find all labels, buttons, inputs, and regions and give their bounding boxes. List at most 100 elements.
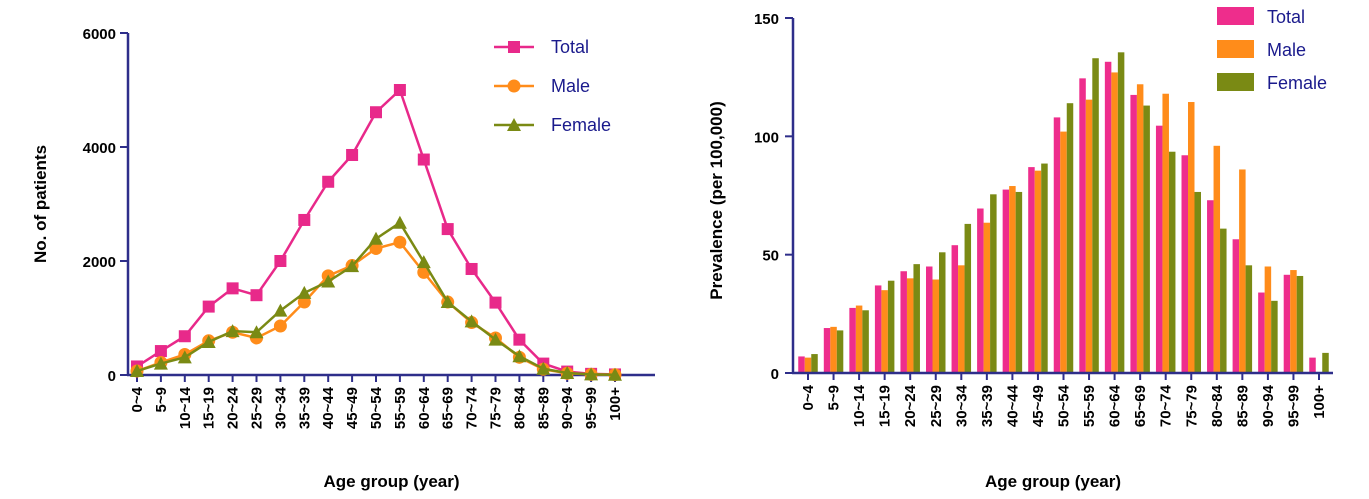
bar	[900, 271, 907, 373]
data-point	[369, 241, 383, 255]
legend-marker	[507, 79, 521, 93]
legend-item: Total	[1217, 7, 1305, 27]
bar	[932, 279, 939, 373]
x-tick-label: 60~64	[1107, 384, 1124, 427]
legend-swatch	[1217, 40, 1254, 58]
bar-chart-prevalence: 0 50 100 150 0~4 5~9 10~14 15~19 20~24 25~29 30~34…	[707, 7, 1333, 491]
x-axis-title: Age group (year)	[323, 472, 459, 491]
data-point	[417, 153, 430, 166]
bar	[804, 357, 812, 373]
x-tick-label: 35~39	[979, 385, 996, 427]
bar	[983, 222, 991, 373]
bar	[849, 307, 856, 373]
bar	[939, 252, 946, 373]
bar	[881, 290, 888, 373]
bar	[1053, 117, 1061, 374]
legend-item: Male	[494, 76, 590, 96]
bar	[1271, 300, 1278, 373]
data-point	[393, 84, 406, 96]
y-tick-label: 6000	[83, 26, 116, 43]
x-tick-label: 75~79	[488, 387, 505, 429]
bar	[926, 266, 933, 373]
data-point	[274, 255, 287, 267]
x-tick-label: 25~29	[928, 385, 945, 427]
legend-marker	[507, 118, 521, 131]
x-tick-label: 60~64	[416, 386, 433, 429]
bar	[1060, 131, 1067, 373]
x-tick-label: 20~24	[902, 384, 919, 427]
data-point	[298, 213, 311, 226]
legend-item: Female	[494, 115, 611, 135]
x-tick-label: 65~69	[1132, 385, 1149, 427]
line-chart-patients: 0 2000 4000 6000 0~4 5~9 10~14 15~19 20~24 25~29 3…	[31, 26, 655, 491]
y-tick-label: 4000	[83, 140, 116, 157]
data-point	[536, 361, 551, 375]
x-tick-label: 30~34	[953, 384, 970, 427]
data-point	[464, 314, 479, 328]
data-point	[273, 303, 288, 317]
data-point	[153, 356, 168, 370]
bar	[1111, 72, 1118, 373]
legend-swatch	[1217, 7, 1254, 25]
x-tick-label: 25~29	[249, 387, 266, 429]
legend-label: Female	[551, 115, 611, 135]
x-tick-label: 55~59	[1081, 385, 1098, 427]
bar	[1015, 191, 1023, 373]
x-tick-label: 40~44	[1004, 384, 1021, 427]
data-point	[560, 366, 575, 380]
bar	[1296, 275, 1304, 373]
y-axis-title: Prevalence (per 100,000)	[707, 101, 726, 299]
data-point	[297, 285, 312, 299]
x-tick-label: 5~9	[826, 385, 843, 410]
y-tick-label: 50	[762, 248, 779, 265]
bar	[990, 194, 997, 373]
bar	[913, 264, 920, 373]
series-female	[811, 52, 1329, 374]
x-tick-label: 65~69	[440, 387, 457, 429]
x-tick-label: 50~54	[368, 386, 385, 429]
bar	[1085, 99, 1093, 374]
data-point	[512, 349, 527, 363]
bar	[1258, 292, 1265, 373]
x-tick-label: 20~24	[225, 386, 242, 429]
x-tick-label: 100+	[1311, 385, 1328, 419]
x-tick-label: 45~49	[1030, 385, 1047, 427]
x-tick-label: 100+	[607, 387, 624, 421]
x-tick-label: 75~79	[1183, 385, 1200, 427]
bar	[1309, 357, 1316, 373]
data-point	[608, 367, 622, 381]
data-point	[584, 367, 599, 381]
x-tick-label: 90~94	[559, 386, 576, 429]
x-tick-label: 40~44	[320, 386, 337, 429]
data-point	[177, 350, 192, 364]
y-tick-label: 0	[771, 366, 779, 383]
bar	[1239, 169, 1246, 373]
x-tick-label: 5~9	[153, 387, 170, 412]
bar	[1066, 103, 1074, 373]
legend-item: Male	[1217, 40, 1306, 60]
data-point	[273, 319, 287, 333]
data-point	[202, 300, 215, 313]
bar	[1232, 239, 1240, 373]
bar	[1194, 191, 1201, 373]
bar	[855, 305, 863, 373]
data-point	[416, 255, 431, 269]
data-point	[513, 333, 526, 346]
bar	[836, 330, 844, 373]
y-tick-label: 150	[754, 11, 779, 28]
data-point	[130, 364, 144, 378]
bar	[1034, 170, 1042, 373]
data-point	[250, 289, 263, 302]
data-point	[488, 332, 503, 346]
x-tick-label: 80~84	[511, 386, 528, 429]
series-total	[798, 61, 1316, 374]
x-tick-label: 0~4	[129, 386, 146, 412]
x-tick-label: 15~19	[201, 387, 218, 429]
x-tick-label: 80~84	[1209, 384, 1226, 427]
x-tick-label: 70~74	[464, 386, 481, 429]
y-tick-label: 0	[108, 368, 116, 385]
data-point	[369, 231, 383, 245]
x-tick-label: 95~99	[583, 387, 600, 429]
data-point	[393, 235, 407, 249]
